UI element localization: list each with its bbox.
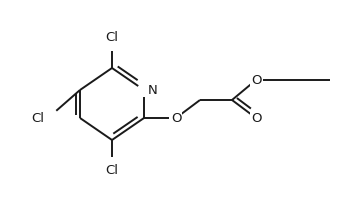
Text: Cl: Cl: [31, 111, 44, 125]
Text: O: O: [251, 111, 261, 125]
Text: N: N: [148, 84, 158, 97]
Text: O: O: [251, 73, 261, 87]
Text: Cl: Cl: [106, 31, 118, 44]
Text: O: O: [171, 111, 181, 125]
Text: Cl: Cl: [106, 164, 118, 177]
